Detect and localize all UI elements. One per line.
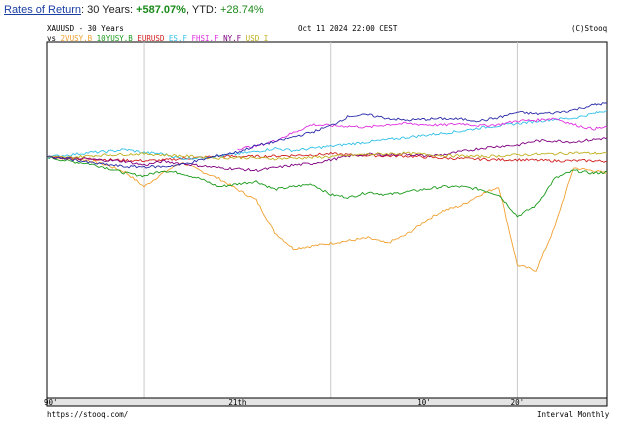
series-line-10yusy-b [46, 156, 608, 218]
legend-item-2vusy-b: 2VUSY.B [60, 34, 93, 43]
series-line-2vusy-b [46, 156, 608, 272]
legend-item-eurusd: EURUSD [132, 34, 165, 43]
period-label: : 30 Years: [81, 4, 137, 16]
x-axis-bar [46, 397, 608, 407]
x-tick-label-0: 90' [44, 398, 58, 407]
footer-interval: Interval Monthly [537, 410, 610, 419]
series-line-ny-f [46, 137, 608, 172]
ytd-label: , YTD: [185, 4, 220, 16]
series-line-fhsi-f [237, 117, 608, 151]
x-tick-label-3: 20' [511, 398, 525, 407]
rates-of-return-link[interactable]: Rates of Return [4, 4, 82, 16]
legend-item-es-f: ES.F [164, 34, 187, 43]
legend: vs 2VUSY.B 10YUSY.B EURUSD ES.F FHSI.F N… [47, 34, 268, 43]
series-line-eurusd [46, 151, 608, 163]
legend-item-usd-i: USD_I [241, 34, 269, 43]
series-line-xauusd [46, 102, 608, 169]
series-line-es-f [46, 110, 608, 161]
legend-items: 2VUSY.B 10YUSY.B EURUSD ES.F FHSI.F NY.F… [61, 34, 269, 43]
x-tick-label-2: 10' [417, 398, 431, 407]
footer-url[interactable]: https://stooq.com/ [47, 410, 129, 419]
rates-of-return-header: Rates of Return: 30 Years: +587.07%, YTD… [4, 4, 264, 16]
chart-credit: (C)Stooq [571, 24, 608, 33]
total-return-value: +587.07% [136, 4, 186, 16]
chart-timestamp: Oct 11 2024 22:00 CEST [298, 24, 398, 33]
legend-item-ny-f: NY.F [218, 34, 242, 43]
legend-vs: vs [47, 34, 57, 43]
chart-symbol-line: XAUUSD - 30 Years [47, 24, 124, 33]
legend-item-10yusy-b: 10YUSY.B [92, 34, 133, 43]
x-tick-label-1: 21th [228, 398, 246, 407]
series-line-usd-i [46, 151, 608, 161]
plot-frame [46, 41, 608, 399]
ytd-return-value: +28.74% [219, 4, 264, 16]
legend-item-fhsi-f: FHSI.F [186, 34, 219, 43]
